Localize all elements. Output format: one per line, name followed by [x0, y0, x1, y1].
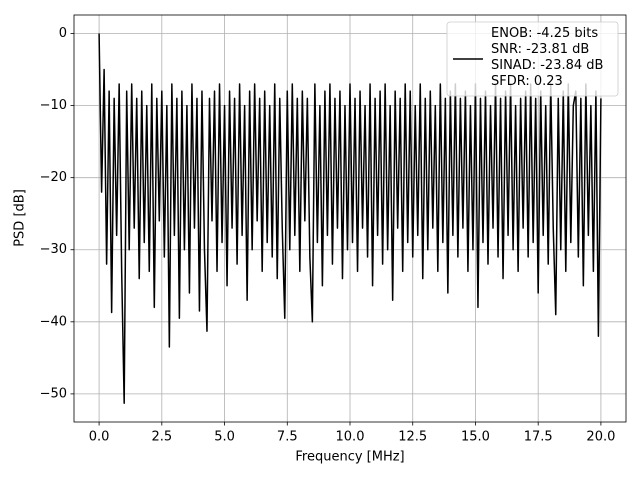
axes-frame	[73, 14, 627, 423]
y-axis-label: PSD [dB]	[13, 189, 28, 247]
x-tick-label: 2.5	[151, 430, 172, 445]
x-tick-label: 0.0	[89, 430, 110, 445]
x-tick-label: 17.5	[524, 430, 553, 445]
x-tick-label: 12.5	[398, 430, 427, 445]
y-tick-label: −10	[40, 98, 67, 113]
legend-label: ENOB: -4.25 bits SNR: -23.81 dB SINAD: -…	[491, 26, 604, 89]
y-tick-label: −40	[40, 314, 67, 329]
y-tick-label: 0	[59, 26, 67, 41]
x-tick-label: 15.0	[461, 430, 490, 445]
x-axis-label: Frequency [MHz]	[295, 450, 404, 465]
x-tick-label: 20.0	[586, 430, 615, 445]
legend-box	[446, 21, 619, 97]
psd-line	[98, 33, 602, 405]
x-tick-label: 10.0	[336, 430, 365, 445]
grid	[74, 15, 626, 422]
y-tick-label: −20	[40, 170, 67, 185]
y-tick-label: −30	[40, 242, 67, 257]
y-tick-label: −50	[40, 386, 67, 401]
x-tick-label: 5.0	[214, 430, 235, 445]
x-tick-label: 7.5	[277, 430, 298, 445]
